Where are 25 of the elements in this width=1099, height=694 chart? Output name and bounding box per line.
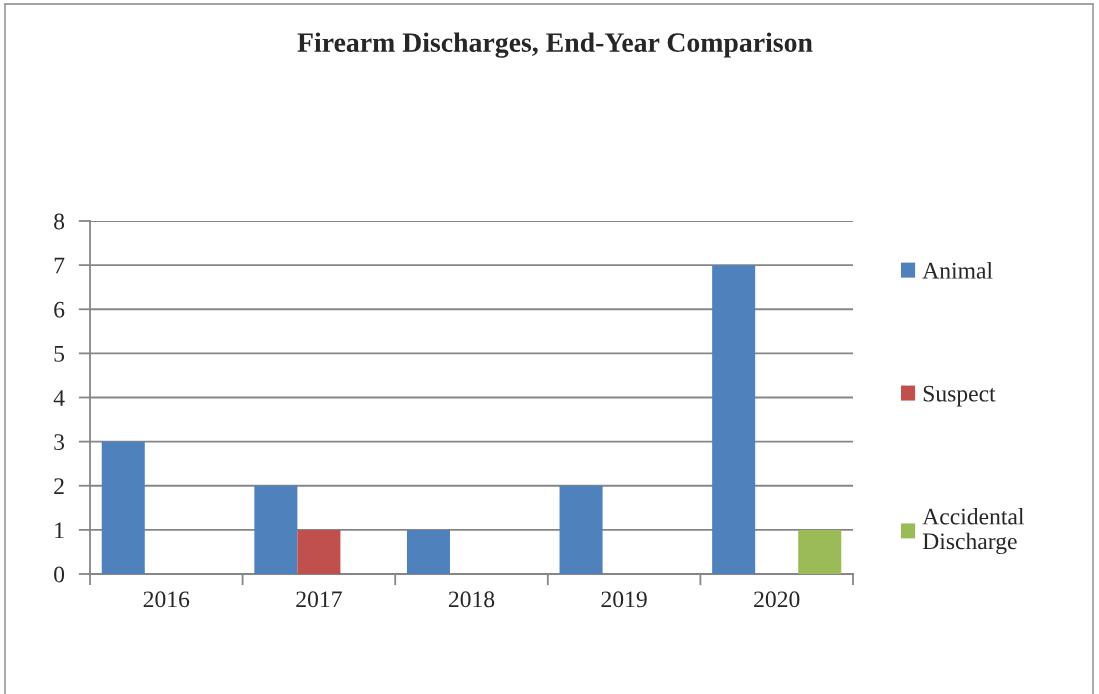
- bar: [712, 265, 756, 574]
- y-tick-label: 6: [54, 301, 65, 318]
- bar: [254, 485, 298, 574]
- x-tick-label: 2017: [296, 591, 342, 608]
- chart-title: Firearm Discharges, End-Year Comparison: [297, 32, 813, 58]
- legend-label: Suspect: [923, 385, 996, 407]
- y-tick-label: 2: [54, 478, 64, 494]
- legend-label: Accidental Discharge: [922, 507, 1024, 555]
- legend-label: Animal: [922, 262, 993, 279]
- y-tick-label: 5: [54, 346, 65, 362]
- y-tick-label: 3: [54, 434, 65, 451]
- y-tick-label: 4: [53, 390, 65, 406]
- bar: [559, 485, 603, 574]
- y-tick-label: 8: [54, 213, 65, 230]
- bar: [297, 529, 341, 574]
- x-tick-label: 2019: [601, 591, 647, 608]
- bar: [406, 529, 450, 574]
- y-tick-label: 7: [54, 257, 65, 274]
- y-tick-label: 1: [55, 522, 64, 539]
- bar: [798, 529, 842, 574]
- bar: [101, 441, 145, 574]
- x-tick-label: 2016: [143, 591, 190, 608]
- x-tick-label: 2020: [754, 591, 800, 608]
- y-tick-label: 0: [54, 566, 65, 583]
- x-tick-label: 2018: [448, 591, 495, 608]
